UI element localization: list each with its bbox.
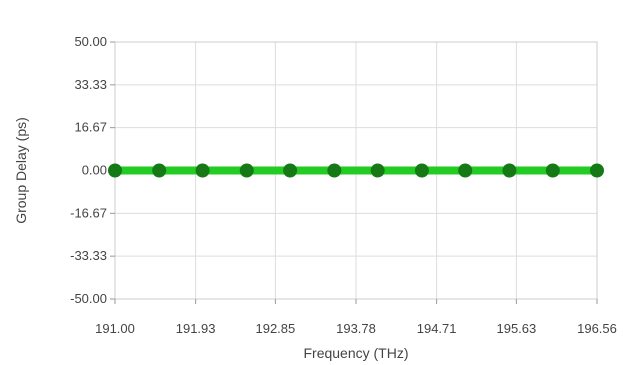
data-point: [414, 163, 429, 178]
x-tick-label: 194.71: [417, 321, 457, 336]
data-point: [195, 163, 210, 178]
x-axis: 191.00 191.93 192.85 193.78 194.71 195.63 196.…: [95, 299, 617, 336]
y-tick-label: 50.00: [74, 34, 107, 49]
y-tick-label: 0.00: [82, 163, 107, 178]
data-point: [458, 163, 473, 178]
y-tick-label: 16.67: [74, 120, 107, 135]
y-axis-label: Group Delay (ps): [13, 117, 29, 224]
x-tick-label: 196.56: [577, 321, 617, 336]
data-point: [370, 163, 385, 178]
x-tick-label: 193.78: [336, 321, 376, 336]
data-point: [502, 163, 517, 178]
data-point: [152, 163, 167, 178]
x-tick-label: 191.00: [95, 321, 135, 336]
data-point: [239, 163, 254, 178]
y-tick-label: -50.00: [70, 291, 107, 306]
series-group: [108, 163, 604, 178]
y-axis: 50.00 33.33 16.67 0.00 -16.67 -33.33 -50.00: [70, 34, 115, 306]
x-tick-label: 195.63: [496, 321, 536, 336]
y-tick-label: -16.67: [70, 205, 107, 220]
x-tick-label: 192.85: [255, 321, 295, 336]
y-tick-label: -33.33: [70, 248, 107, 263]
data-point: [327, 163, 342, 178]
y-tick-label: 33.33: [74, 77, 107, 92]
data-point: [590, 163, 604, 178]
data-point: [545, 163, 560, 178]
data-point: [283, 163, 298, 178]
data-point: [108, 163, 122, 178]
x-axis-label: Frequency (THz): [303, 345, 408, 361]
x-tick-label: 191.93: [176, 321, 216, 336]
